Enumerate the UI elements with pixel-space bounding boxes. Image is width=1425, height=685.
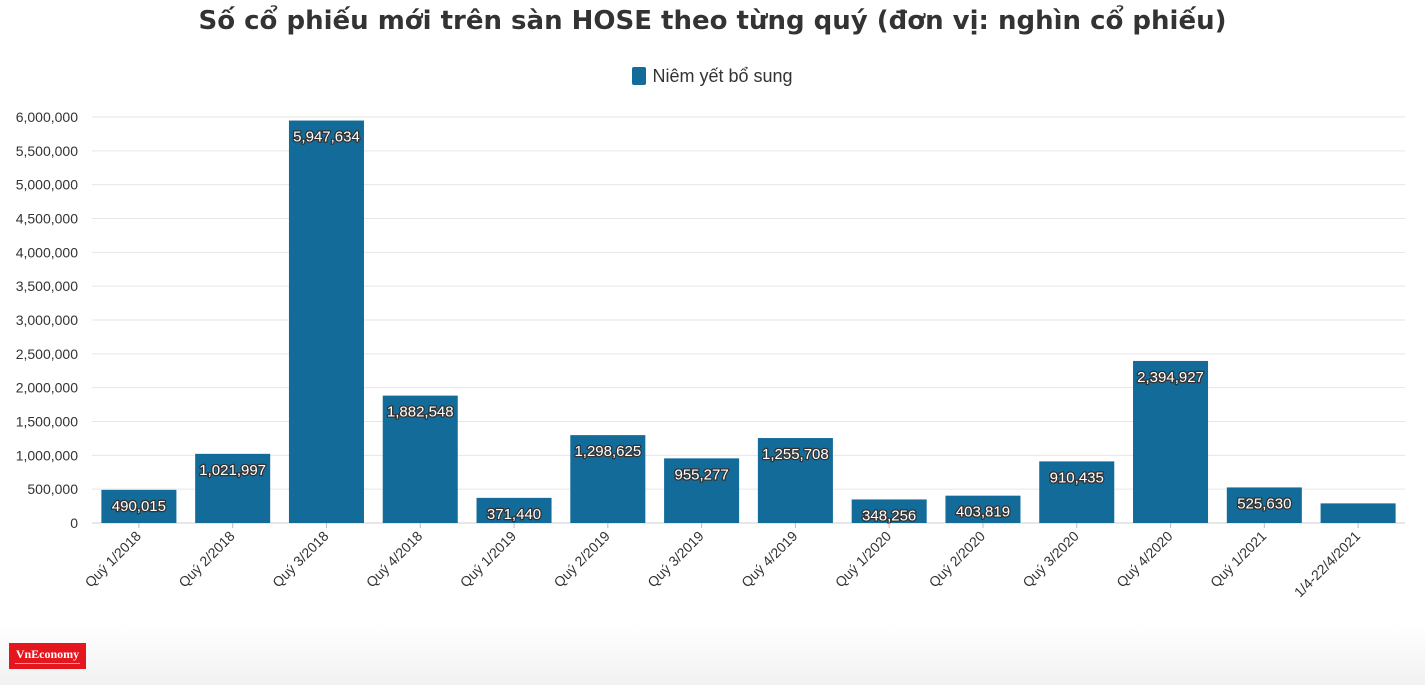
x-tick-label: Quý 3/2018 — [269, 528, 332, 591]
y-tick-label: 6,000,000 — [16, 109, 78, 125]
bar — [288, 120, 364, 524]
bar — [757, 438, 833, 523]
x-tick-label: Quý 1/2020 — [832, 528, 895, 591]
x-tick-label: Quý 1/2019 — [457, 528, 520, 591]
bar — [1039, 461, 1115, 523]
data-label: 1,298,625 — [574, 443, 641, 460]
footer-band — [0, 625, 1425, 685]
x-tick-label: Quý 2/2018 — [175, 528, 238, 591]
y-tick-label: 2,000,000 — [16, 380, 78, 396]
data-label: 348,256 — [862, 507, 916, 524]
x-tick-label: Quý 3/2019 — [644, 528, 707, 591]
legend-label: Niêm yết bổ sung — [652, 66, 793, 86]
bar — [1133, 360, 1209, 523]
y-tick-label: 3,000,000 — [16, 312, 78, 328]
y-tick-label: 5,000,000 — [16, 177, 78, 193]
vneconomy-logo: VnEconomy — [9, 643, 86, 669]
data-label: 1,882,548 — [387, 404, 454, 421]
bar — [945, 495, 1021, 523]
data-label: 1,021,997 — [199, 462, 266, 479]
bar — [664, 458, 740, 523]
chart-title: Số cổ phiếu mới trên sàn HOSE theo từng … — [198, 6, 1227, 36]
logo-underline — [15, 663, 80, 664]
legend: Niêm yết bổ sung — [0, 66, 1425, 87]
data-label: 5,947,634 — [293, 129, 360, 146]
x-tick-label: Quý 2/2020 — [926, 528, 989, 591]
logo-text: VnEconomy — [15, 647, 80, 661]
data-label: 403,819 — [956, 504, 1010, 521]
y-tick-label: 1,500,000 — [16, 414, 78, 430]
y-tick-label: 4,500,000 — [16, 211, 78, 227]
data-label: 525,630 — [1237, 495, 1291, 512]
y-tick-label: 0 — [70, 515, 78, 531]
legend-swatch — [632, 67, 647, 85]
y-tick-label: 500,000 — [27, 481, 78, 497]
data-label: 955,277 — [674, 466, 728, 483]
y-tick-label: 5,500,000 — [16, 143, 78, 159]
data-label: 490,015 — [112, 498, 166, 515]
bar — [101, 489, 177, 523]
bar — [476, 497, 552, 523]
y-tick-label: 1,000,000 — [16, 447, 78, 463]
bar-chart: 0 500,000 1,000,000 1,500,000 2,000,000 2,500… — [16, 109, 1405, 601]
bar — [382, 395, 458, 523]
bar — [570, 435, 646, 523]
x-tick-label: Quý 1/2021 — [1207, 528, 1270, 591]
x-tick-label: Quý 3/2020 — [1019, 528, 1082, 591]
x-tick-label: Quý 4/2020 — [1113, 528, 1176, 591]
x-tick-label: Quý 4/2018 — [363, 528, 426, 591]
bar — [195, 453, 271, 523]
bar — [1226, 487, 1302, 523]
x-tick-label: 1/4-22/4/2021 — [1291, 528, 1364, 601]
data-label: 2,394,927 — [1137, 369, 1204, 386]
data-label: 910,435 — [1050, 469, 1104, 486]
x-tick-label: Quý 4/2019 — [738, 528, 801, 591]
bar — [1320, 503, 1396, 523]
data-label: 371,440 — [487, 506, 541, 523]
x-tick-label: Quý 2/2019 — [550, 528, 613, 591]
y-tick-label: 4,000,000 — [16, 244, 78, 260]
data-label: 1,255,708 — [762, 446, 829, 463]
y-tick-label: 2,500,000 — [16, 346, 78, 362]
bar — [851, 499, 927, 523]
y-tick-label: 3,500,000 — [16, 278, 78, 294]
x-tick-label: Quý 1/2018 — [82, 528, 145, 591]
